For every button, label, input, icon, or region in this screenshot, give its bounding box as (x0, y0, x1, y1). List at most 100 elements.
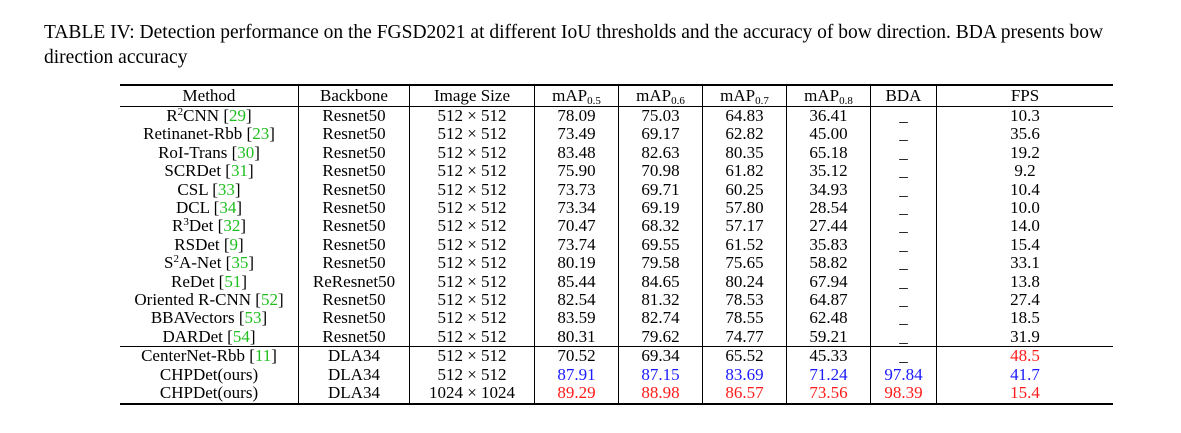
cell-image-size: 512 × 512 (409, 161, 535, 181)
cell-map-05: 73.73 (534, 180, 619, 200)
cell-image-size: 512 × 512 (409, 346, 535, 366)
cell-bda: _ (870, 217, 937, 236)
cell-backbone: DLA34 (298, 365, 410, 385)
method-name: DARDet (162, 326, 223, 346)
method-name: CSL (177, 179, 208, 199)
cell-fps: 27.4 (936, 290, 1113, 310)
cell-map-06: 81.32 (618, 290, 703, 310)
method-superscript: 2 (177, 106, 184, 118)
method-name: Retinanet-Rbb (143, 124, 243, 144)
cell-backbone: ReResnet50 (298, 272, 410, 292)
cell-fps: 15.4 (936, 383, 1113, 404)
header-map-sub: 0.5 (587, 94, 601, 107)
cell-map-05: 70.47 (534, 217, 619, 236)
cell-image-size: 512 × 512 (409, 124, 535, 144)
cell-map-05: 89.29 (534, 383, 619, 404)
cell-map-05: 82.54 (534, 290, 619, 310)
cell-map-05: 83.59 (534, 309, 619, 328)
cell-fps: 10.0 (936, 198, 1113, 218)
method-name: DCL (176, 198, 210, 218)
header-image-size: Image Size (409, 85, 535, 107)
cell-fps: 18.5 (936, 309, 1113, 328)
cell-map-06: 69.55 (618, 235, 703, 255)
cell-map-05: 87.91 (534, 365, 619, 385)
table-row: RoI-Trans [30] Resnet50 512 × 512 83.48 82.6… (120, 142, 1113, 163)
header-map-label: mAP (804, 85, 840, 105)
citation-ref: 35 (231, 253, 249, 273)
citation-ref: 32 (223, 216, 241, 236)
cell-backbone: Resnet50 (298, 290, 410, 310)
cell-bda: _ (870, 106, 937, 126)
header-map-label: mAP (636, 85, 672, 105)
cell-fps: 33.1 (936, 253, 1113, 273)
cell-map-06: 69.19 (618, 198, 703, 218)
method-name: S (163, 253, 174, 273)
header-map-sub: 0.7 (755, 94, 769, 107)
cell-map-07: 57.17 (702, 217, 787, 236)
citation-ref: 33 (217, 179, 235, 199)
cell-map-07: 62.82 (702, 124, 787, 144)
table-row: RSDet [9] Resnet50 512 × 512 73.74 69.55 61.5… (120, 234, 1113, 255)
cell-bda: _ (870, 346, 937, 366)
cell-method: RSDet [9] (174, 234, 244, 254)
cell-map-06: 88.98 (618, 383, 703, 404)
citation-ref: 30 (237, 142, 255, 162)
cell-backbone: Resnet50 (298, 309, 410, 328)
method-name: R (172, 216, 184, 236)
cell-map-07: 65.52 (702, 346, 787, 366)
cell-map-08: 58.82 (786, 253, 871, 273)
cell-fps: 15.4 (936, 235, 1113, 255)
cell-method: Oriented R-CNN [52] (134, 290, 284, 310)
header-row: Method Backbone Image Size mAP0.5 mAP0.6… (120, 85, 1113, 107)
cell-method: CenterNet-Rbb [11] (120, 346, 299, 366)
cell-map-08: 28.54 (786, 198, 871, 218)
table-row: R3Det [32] Resnet50 512 × 512 70.47 68.32 57.… (120, 216, 1113, 236)
cell-map-08: 36.41 (786, 106, 871, 126)
cell-map-07: 78.53 (702, 290, 787, 310)
cell-map-07: 64.83 (702, 106, 787, 126)
cell-method: CSL [33] (177, 179, 241, 199)
table-row: Oriented R-CNN [52] Resnet50 512 × 512 82.5… (120, 290, 1113, 310)
table-row: CHPDet(ours) DLA34 1024 × 1024 89.29 88.98 86… (120, 383, 1113, 404)
cell-method: RoI-Trans [30] (158, 142, 260, 162)
cell-image-size: 1024 × 1024 (409, 383, 535, 404)
cell-fps: 19.2 (936, 143, 1113, 163)
method-name: CHPDet(ours) (159, 364, 259, 384)
table-row: CSL [33] Resnet50 512 × 512 73.73 69.71 60.25… (120, 179, 1113, 200)
cell-map-08: 59.21 (786, 327, 871, 347)
cell-fps: 13.8 (936, 272, 1113, 292)
cell-map-07: 80.24 (702, 272, 787, 292)
cell-image-size: 512 × 512 (409, 180, 535, 200)
cell-map-06: 82.63 (618, 143, 703, 163)
cell-method: CHPDet(ours) (120, 364, 299, 384)
cell-map-06: 75.03 (618, 106, 703, 126)
cell-bda: _ (870, 327, 937, 347)
cell-map-05: 83.48 (534, 143, 619, 163)
header-map-05: mAP0.5 (534, 85, 619, 107)
table-body: R2CNN [29] Resnet50 512 × 512 78.09 75.03 64.… (120, 106, 1113, 404)
cell-map-08: 27.44 (786, 217, 871, 236)
cell-backbone: Resnet50 (298, 235, 410, 255)
cell-map-05: 70.52 (534, 346, 619, 366)
cell-map-07: 60.25 (702, 180, 787, 200)
header-map-sub: 0.6 (671, 94, 685, 107)
header-map-07: mAP0.7 (702, 85, 787, 107)
header-map-sub: 0.8 (839, 94, 853, 107)
cell-map-06: 84.65 (618, 272, 703, 292)
cell-backbone: Resnet50 (298, 161, 410, 181)
cell-map-05: 80.19 (534, 253, 619, 273)
citation-ref: 51 (224, 271, 242, 291)
cell-map-05: 85.44 (534, 272, 619, 292)
table-row: CHPDet(ours) DLA34 512 × 512 87.91 87.15 83.6… (120, 364, 1113, 385)
citation-ref: 9 (229, 234, 239, 254)
cell-method: R2CNN [29] (166, 106, 252, 125)
results-table-container: Method Backbone Image Size mAP0.5 mAP0.6… (120, 84, 1113, 405)
cell-map-05: 78.09 (534, 106, 619, 126)
method-name: RoI-Trans (158, 142, 228, 162)
cell-map-05: 73.74 (534, 235, 619, 255)
table-row: ReDet [51] ReResnet50 512 × 512 85.44 84.65 8… (120, 271, 1113, 292)
cell-map-07: 75.65 (702, 253, 787, 273)
citation-ref: 54 (232, 326, 250, 346)
cell-bda: _ (870, 143, 937, 163)
method-superscript: 2 (173, 253, 179, 266)
